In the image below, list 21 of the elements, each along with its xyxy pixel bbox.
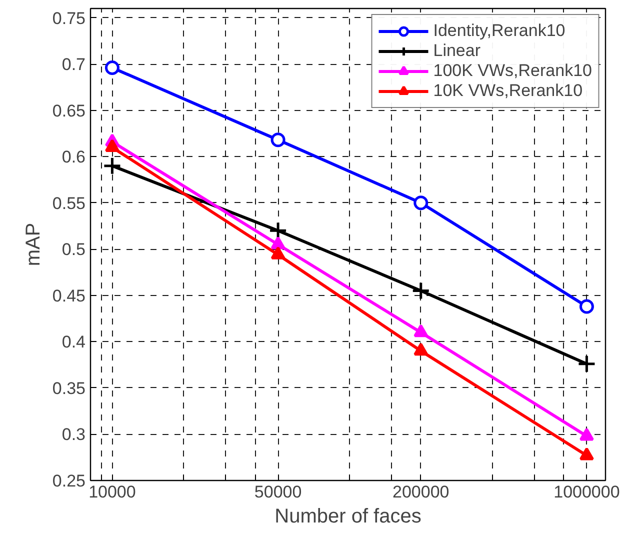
y-tick-label: 0.4	[62, 332, 86, 352]
x-tick-label: 1000000	[554, 482, 620, 502]
legend-label: Linear	[433, 41, 481, 61]
y-axis-title: mAP	[22, 222, 44, 266]
y-tick-label: 0.55	[52, 194, 86, 213]
y-tick-label: 0.45	[52, 286, 86, 306]
y-tick-label: 0.5	[62, 240, 86, 260]
legend-label: 100K VWs,Rerank10	[433, 61, 592, 81]
x-tick-label: 10000	[88, 482, 136, 502]
x-tick-label: 200000	[392, 482, 450, 502]
x-tick-label: 50000	[254, 482, 302, 502]
y-tick-label: 0.7	[62, 55, 86, 74]
y-tick-label: 0.65	[52, 101, 86, 120]
legend-label: Identity,Rerank10	[433, 21, 566, 41]
legend-label: 10K VWs,Rerank10	[433, 81, 583, 101]
y-tick-label: 0.25	[52, 472, 86, 490]
x-axis-title: Number of faces	[274, 506, 422, 528]
y-tick-label: 0.3	[62, 425, 86, 444]
y-tick-label: 0.35	[52, 378, 86, 398]
y-tick-label: 0.6	[62, 148, 86, 167]
y-tick-label: 0.75	[52, 8, 86, 28]
